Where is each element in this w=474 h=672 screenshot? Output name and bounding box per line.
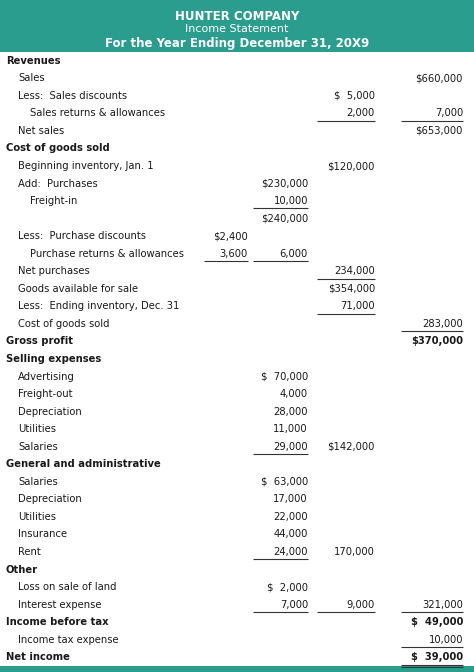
- Text: Net income: Net income: [6, 653, 70, 662]
- Text: For the Year Ending December 31, 20X9: For the Year Ending December 31, 20X9: [105, 37, 369, 50]
- Text: $  5,000: $ 5,000: [334, 91, 375, 101]
- Text: Loss on sale of land: Loss on sale of land: [18, 582, 117, 592]
- Text: $370,000: $370,000: [411, 337, 463, 347]
- Text: Freight-in: Freight-in: [30, 196, 77, 206]
- Text: Purchase returns & allowances: Purchase returns & allowances: [30, 249, 184, 259]
- Text: 71,000: 71,000: [340, 301, 375, 311]
- Text: Beginning inventory, Jan. 1: Beginning inventory, Jan. 1: [18, 161, 154, 171]
- Text: Depreciation: Depreciation: [18, 495, 82, 505]
- Text: $653,000: $653,000: [416, 126, 463, 136]
- Text: 170,000: 170,000: [334, 547, 375, 557]
- Text: $2,400: $2,400: [213, 231, 248, 241]
- Text: 4,000: 4,000: [280, 389, 308, 399]
- Text: Sales: Sales: [18, 73, 45, 83]
- Text: 3,600: 3,600: [220, 249, 248, 259]
- Text: Cost of goods sold: Cost of goods sold: [6, 144, 110, 153]
- Text: 283,000: 283,000: [422, 319, 463, 329]
- Text: Salaries: Salaries: [18, 477, 58, 487]
- Text: 11,000: 11,000: [273, 424, 308, 434]
- Text: $142,000: $142,000: [328, 442, 375, 452]
- Text: $230,000: $230,000: [261, 179, 308, 189]
- Text: Net sales: Net sales: [18, 126, 64, 136]
- Bar: [0, 666, 474, 672]
- Text: Net purchases: Net purchases: [18, 266, 90, 276]
- Text: Less:  Purchase discounts: Less: Purchase discounts: [18, 231, 146, 241]
- Text: Utilities: Utilities: [18, 512, 56, 522]
- Text: 29,000: 29,000: [273, 442, 308, 452]
- Text: $  2,000: $ 2,000: [267, 582, 308, 592]
- Text: Less:  Ending inventory, Dec. 31: Less: Ending inventory, Dec. 31: [18, 301, 179, 311]
- Text: Revenues: Revenues: [6, 56, 61, 66]
- Text: Income Statement: Income Statement: [185, 24, 289, 34]
- Text: 6,000: 6,000: [280, 249, 308, 259]
- Text: $120,000: $120,000: [328, 161, 375, 171]
- Text: 7,000: 7,000: [435, 108, 463, 118]
- Text: $240,000: $240,000: [261, 214, 308, 224]
- Text: $354,000: $354,000: [328, 284, 375, 294]
- Text: 234,000: 234,000: [334, 266, 375, 276]
- Text: Advertising: Advertising: [18, 372, 75, 382]
- Text: $660,000: $660,000: [416, 73, 463, 83]
- Text: 17,000: 17,000: [273, 495, 308, 505]
- Text: Freight-out: Freight-out: [18, 389, 73, 399]
- Text: Depreciation: Depreciation: [18, 407, 82, 417]
- Text: Utilities: Utilities: [18, 424, 56, 434]
- Text: 9,000: 9,000: [347, 599, 375, 610]
- Bar: [0, 0, 474, 52]
- Text: Other: Other: [6, 564, 38, 575]
- Text: Add:  Purchases: Add: Purchases: [18, 179, 98, 189]
- Text: 10,000: 10,000: [273, 196, 308, 206]
- Text: $  70,000: $ 70,000: [261, 372, 308, 382]
- Text: $  63,000: $ 63,000: [261, 477, 308, 487]
- Text: Cost of goods sold: Cost of goods sold: [18, 319, 109, 329]
- Text: Goods available for sale: Goods available for sale: [18, 284, 138, 294]
- Text: 321,000: 321,000: [422, 599, 463, 610]
- Text: Selling expenses: Selling expenses: [6, 354, 101, 364]
- Text: 28,000: 28,000: [273, 407, 308, 417]
- Text: $  49,000: $ 49,000: [410, 617, 463, 627]
- Text: Insurance: Insurance: [18, 530, 67, 540]
- Text: Income tax expense: Income tax expense: [18, 634, 118, 644]
- Text: Sales returns & allowances: Sales returns & allowances: [30, 108, 165, 118]
- Text: Salaries: Salaries: [18, 442, 58, 452]
- Text: 2,000: 2,000: [347, 108, 375, 118]
- Text: 10,000: 10,000: [428, 634, 463, 644]
- Text: 44,000: 44,000: [273, 530, 308, 540]
- Text: Gross profit: Gross profit: [6, 337, 73, 347]
- Text: 24,000: 24,000: [273, 547, 308, 557]
- Text: Income before tax: Income before tax: [6, 617, 109, 627]
- Text: 22,000: 22,000: [273, 512, 308, 522]
- Text: Rent: Rent: [18, 547, 41, 557]
- Text: 7,000: 7,000: [280, 599, 308, 610]
- Text: Interest expense: Interest expense: [18, 599, 101, 610]
- Text: General and administrative: General and administrative: [6, 459, 161, 469]
- Text: Less:  Sales discounts: Less: Sales discounts: [18, 91, 127, 101]
- Text: $  39,000: $ 39,000: [411, 653, 463, 662]
- Text: HUNTER COMPANY: HUNTER COMPANY: [175, 10, 299, 23]
